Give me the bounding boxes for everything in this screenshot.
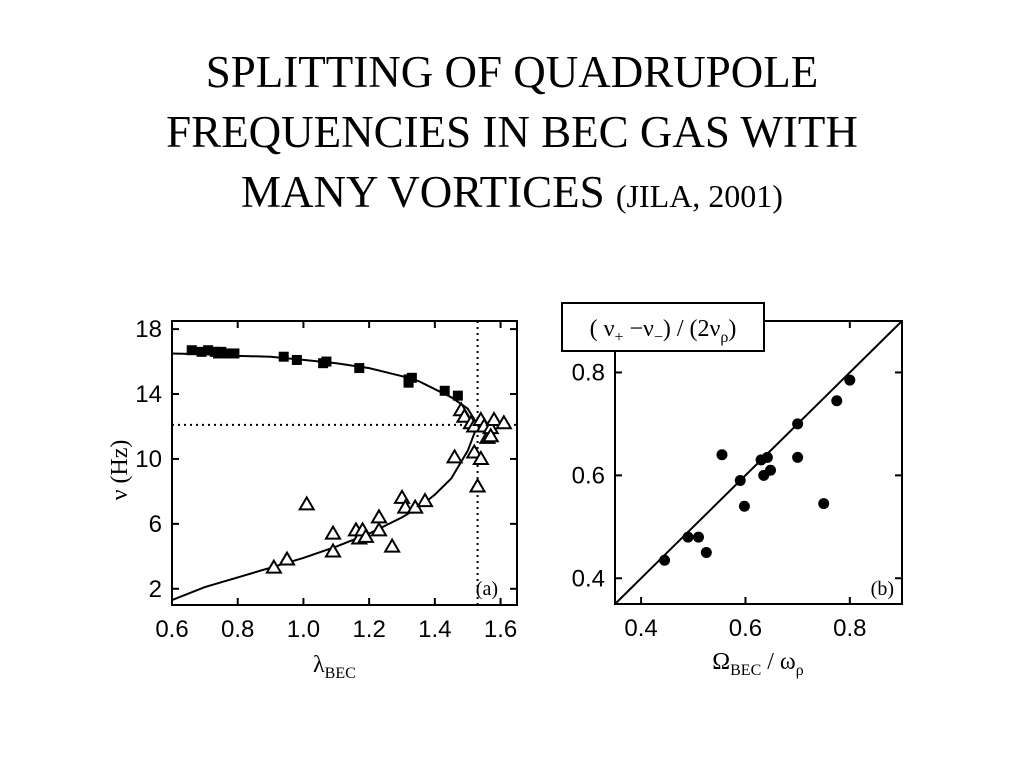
chart-a-triangle-point: [445, 448, 464, 464]
chart-b-circle-point: [844, 374, 856, 386]
chart-b-y-tick-label: 0.4: [572, 565, 605, 592]
chart-b-x-tick-label: 0.4: [624, 615, 657, 642]
chart-b: ( ν+ −ν−) / (2νρ) 0.4 0.6 0.80.40.60.8 (b)…: [561, 302, 903, 679]
chart-a-triangle-point: [472, 449, 490, 465]
chart-b-xlabel-part: / ω: [761, 649, 795, 675]
chart-b-circle-point: [692, 531, 704, 543]
chart-a-fit-curve: [171, 424, 479, 602]
chart-a-x-tick-label: 1.6: [484, 616, 517, 643]
chart-b-points: [659, 374, 856, 566]
chart-b-y-tick-label: 0.6: [572, 462, 605, 489]
chart-a-square-point: [196, 346, 207, 357]
chart-a-y-tick-label: 10: [135, 446, 162, 473]
chart-a-ylabel: ν (Hz): [107, 440, 133, 501]
chart-a-y-tick-label: 14: [135, 381, 162, 408]
chart-a-tick-labels: 0.6 0.8 1.0 1.2 1.4 1.6 2 6 10 14 18: [135, 316, 517, 643]
chart-a-square-point: [216, 346, 227, 357]
chart-a-square-point: [452, 390, 463, 401]
chart-a-square-point: [321, 356, 332, 367]
chart-b-xlabel-sub: ρ: [796, 662, 804, 679]
title-line-2: FREQUENCIES IN BEC GAS WITH: [166, 107, 858, 157]
chart-a-square-point: [222, 348, 233, 359]
chart-a-triangle-point: [465, 443, 484, 459]
chart-b-xlabel: ΩBEC / ωρ: [712, 649, 803, 679]
chart-a-square-point: [278, 351, 289, 362]
chart-b-circle-point: [682, 531, 694, 543]
chart-a-xlabel-sub: BEC: [325, 665, 356, 682]
chart-a-triangle-point: [357, 527, 375, 543]
chart-a-y-tick-label: 18: [135, 316, 162, 343]
chart-b-circle-point: [700, 547, 712, 559]
chart-b-x-tick-label: 0.8: [833, 615, 866, 642]
chart-b-circle-point: [792, 451, 804, 463]
title-line-1: SPLITTING OF QUADRUPOLE: [205, 47, 819, 97]
title-line-3: MANY VORTICES (JILA, 2001): [0, 162, 1024, 226]
chart-a-triangle-point: [370, 521, 388, 537]
chart-a-triangle-point: [393, 488, 411, 504]
chart-b-circle-point: [831, 395, 843, 407]
chart-a-frame: [171, 320, 518, 606]
chart-b-circle-point: [734, 475, 746, 487]
chart-a-triangle-point: [297, 495, 316, 511]
chart-b-circle-point: [792, 418, 804, 430]
chart-a-x-tick-label: 1.4: [418, 616, 451, 643]
chart-a-triangle-point: [481, 427, 500, 443]
chart-a-triangle-point: [324, 524, 342, 540]
chart-a: 0.6 0.8 1.0 1.2 1.4 1.6 2 6 10 14 18 (a) ν (Hz) λB…: [107, 316, 518, 682]
chart-b-xlabel-sub: BEC: [730, 662, 761, 679]
chart-b-ylabel: ( ν+ −ν−) / (2νρ): [590, 316, 737, 346]
chart-a-x-tick-label: 1.2: [352, 616, 385, 643]
chart-a-square-point: [439, 385, 450, 396]
chart-a-square-point: [203, 345, 214, 356]
chart-b-circle-point: [818, 498, 830, 510]
chart-a-triangle-point: [416, 492, 434, 508]
chart-a-triangle-point: [278, 550, 296, 566]
chart-a-triangle-point: [485, 411, 503, 426]
chart-a-y-tick-label: 2: [149, 576, 162, 603]
chart-a-points: [186, 345, 513, 574]
chart-b-circle-point: [738, 500, 750, 512]
chart-b-tick-labels: 0.4 0.6 0.8 0.4 0.6 0.8: [572, 359, 867, 642]
slide-title: SPLITTING OF QUADRUPOLE FREQUENCIES IN B…: [0, 42, 1024, 226]
chart-a-triangle-point: [455, 407, 474, 423]
chart-a-x-tick-label: 0.6: [155, 616, 188, 643]
chart-b-ylabel-part: ): [728, 316, 736, 342]
chart-a-x-tick-label: 1.0: [287, 616, 320, 643]
chart-b-ylabel-part: −ν: [623, 316, 654, 342]
chart-b-xlabel-part: Ω: [712, 649, 730, 675]
chart-b-ylabel-box: [561, 302, 765, 352]
chart-a-square-point: [406, 372, 417, 383]
chart-b-y-tick-label: 0.8: [572, 359, 605, 386]
chart-a-triangle-point: [265, 558, 283, 574]
chart-b-ylabel-part: ) / (2ν: [663, 316, 721, 342]
chart-b-ylabel-sub: −: [654, 329, 663, 346]
chart-b-ylabel-sub: +: [614, 329, 623, 346]
chart-b-panel-label: (b): [871, 578, 894, 600]
title-line-3-text: MANY VORTICES: [241, 167, 616, 217]
chart-b-ylabel-sub: ρ: [720, 329, 728, 346]
chart-a-panel-label: (a): [476, 578, 498, 600]
chart-a-fit-curves: [171, 352, 479, 602]
chart-b-circle-point: [659, 554, 671, 566]
chart-a-square-point: [291, 354, 302, 365]
chart-a-x-tick-label: 0.8: [221, 616, 254, 643]
chart-b-circle-point: [716, 449, 728, 461]
title-source: (JILA, 2001): [615, 178, 783, 214]
chart-a-triangle-point: [495, 414, 513, 430]
chart-a-xlabel-main: λ: [313, 652, 325, 678]
chart-b-ylabel-part: ( ν: [590, 316, 615, 342]
chart-a-square-point: [186, 345, 197, 356]
chart-a-square-point: [229, 348, 240, 359]
chart-a-triangle-point: [370, 508, 388, 524]
chart-b-circle-point: [765, 464, 777, 476]
chart-b-circle-point: [761, 451, 773, 463]
chart-a-triangle-point: [324, 542, 342, 558]
chart-b-x-tick-label: 0.6: [729, 615, 762, 642]
chart-a-xlabel: λBEC: [313, 652, 356, 682]
chart-a-square-point: [354, 363, 365, 374]
chart-a-y-tick-label: 6: [149, 511, 162, 538]
chart-a-triangle-point: [383, 537, 401, 553]
chart-a-triangle-point: [468, 477, 487, 493]
